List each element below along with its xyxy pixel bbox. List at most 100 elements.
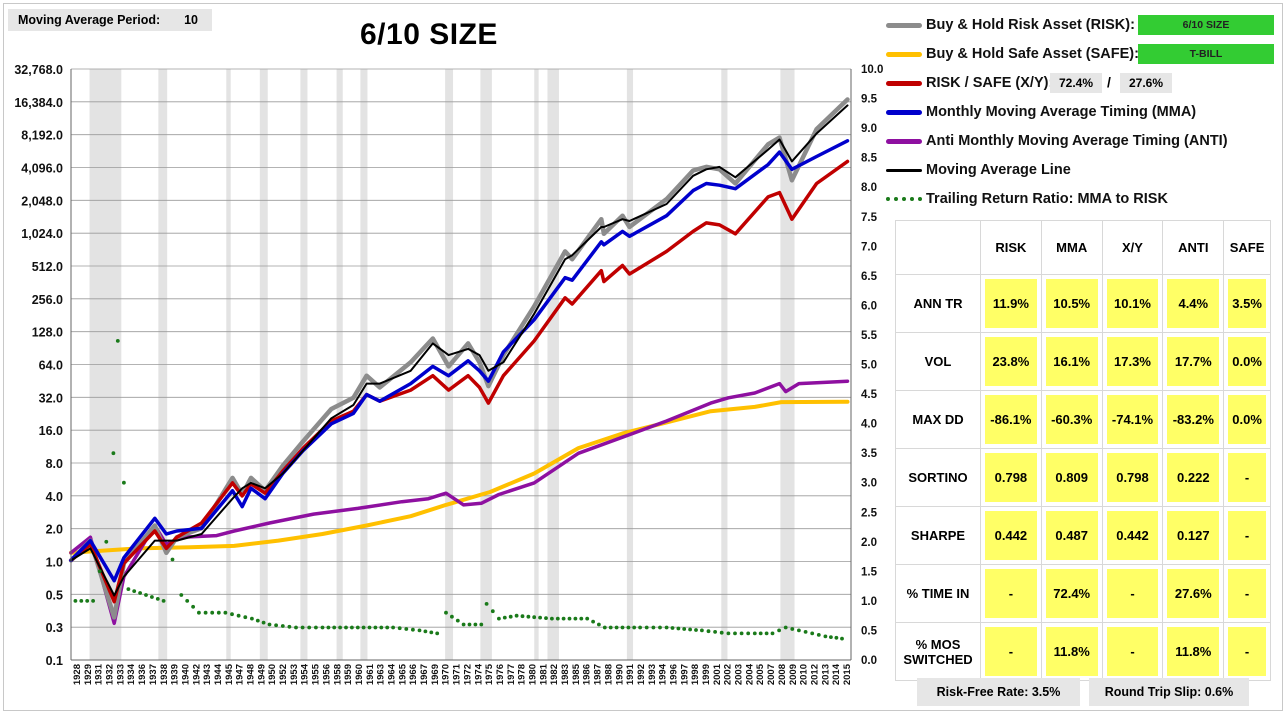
x-tick-label: 1982 <box>549 664 560 685</box>
x-tick-label: 1972 <box>462 664 473 685</box>
ratio-point <box>561 616 566 621</box>
y-right-tick-label: 6.0 <box>861 300 877 312</box>
ratio-point <box>91 599 95 603</box>
ratio-point <box>694 628 698 632</box>
x-tick-label: 1940 <box>180 664 191 685</box>
x-tick-label: 2005 <box>755 663 766 685</box>
ratio-point <box>79 599 84 603</box>
y-left-tick-label: 2.0 <box>46 523 63 537</box>
stats-header-corner <box>895 220 981 275</box>
ratio-point <box>614 625 619 630</box>
ratio-point <box>355 625 360 630</box>
x-tick-label: 2014 <box>831 663 842 685</box>
x-tick-label: 1934 <box>126 663 137 685</box>
ratio-point <box>287 624 292 629</box>
ratio-point <box>111 451 116 456</box>
x-tick-label: 1937 <box>148 664 159 685</box>
x-tick-label: 1950 <box>267 664 278 685</box>
x-tick-label: 1974 <box>473 663 484 685</box>
ratio-point <box>243 615 248 620</box>
x-tick-label: 1936 <box>137 664 148 685</box>
stat-cell: 0.127 <box>1167 511 1220 560</box>
ratio-point <box>682 627 687 631</box>
ratio-point <box>85 599 90 603</box>
ratio-point <box>104 539 109 544</box>
ratio-point <box>261 620 266 625</box>
ratio-point <box>670 626 675 630</box>
y-left-tick-label: 128.0 <box>32 326 63 340</box>
ratio-point <box>230 612 234 617</box>
ratio-point <box>579 616 584 621</box>
stat-cell: 0.798 <box>985 453 1037 502</box>
x-tick-label: 1994 <box>658 663 669 685</box>
ratio-point <box>467 622 472 627</box>
stat-cell: 0.487 <box>1045 511 1098 560</box>
x-tick-label: 2004 <box>744 663 755 685</box>
ratio-point <box>255 618 260 623</box>
y-right-tick-label: 3.5 <box>861 448 878 460</box>
legend-item-mma: Monthly Moving Average Timing (MMA) <box>886 101 1196 123</box>
x-tick-label: 1991 <box>625 663 636 685</box>
y-right-tick-label: 10.0 <box>861 64 883 76</box>
ratio-point <box>280 624 285 628</box>
x-tick-label: 1955 <box>311 663 322 685</box>
ratio-point <box>746 631 751 636</box>
ratio-point <box>223 610 228 615</box>
ratio-point <box>706 629 711 634</box>
x-tick-label: 1997 <box>679 664 690 685</box>
y-left-tick-label: 0.1 <box>46 654 63 668</box>
x-tick-label: 2007 <box>766 664 777 685</box>
stat-cell: 0.442 <box>985 511 1037 560</box>
legend-swatch-xy <box>886 80 922 86</box>
y-right-tick-label: 3.0 <box>861 478 877 490</box>
x-tick-label: 1976 <box>495 664 506 685</box>
row-label: % MOS SWITCHED <box>895 622 981 681</box>
stats-row-sortino: SORTINO 0.798 0.809 0.798 0.222 - <box>895 448 1271 507</box>
x-tick-label: 1983 <box>560 664 571 685</box>
stats-table: RISK MMA X/Y ANTI SAFE ANN TR 11.9% 10.5… <box>895 220 1271 681</box>
x-tick-label: 1992 <box>636 664 647 685</box>
xy-separator: / <box>1107 74 1111 90</box>
stat-cell: 72.4% <box>1045 569 1098 618</box>
stat-cell: 0.809 <box>1045 453 1098 502</box>
legend-swatch-ratio <box>886 197 922 201</box>
ratio-point <box>700 628 704 633</box>
row-label: % TIME IN <box>895 564 981 623</box>
legend-swatch-risk <box>886 22 922 28</box>
x-tick-label: 2009 <box>788 664 799 685</box>
ratio-point <box>473 622 478 627</box>
stat-cell: 27.6% <box>1167 569 1220 618</box>
y-pct-tag: 27.6% <box>1120 73 1172 93</box>
ratio-point <box>161 599 166 603</box>
y-left-tick-label: 2,048.0 <box>21 194 63 208</box>
ratio-point <box>777 628 781 633</box>
legend-label-ma-line: Moving Average Line <box>926 162 1071 178</box>
row-label: VOL <box>895 332 981 391</box>
stat-cell: 11.8% <box>1167 627 1220 676</box>
x-tick-label: 1993 <box>647 664 658 685</box>
ratio-point <box>688 627 692 632</box>
legend-label-risk: Buy & Hold Risk Asset (RISK): <box>926 17 1135 33</box>
y-left-tick-label: 64.0 <box>39 359 63 373</box>
ratio-point <box>834 635 839 640</box>
stat-cell: 10.5% <box>1045 279 1098 328</box>
ratio-point <box>170 557 175 562</box>
ratio-point <box>608 625 613 630</box>
x-tick-label: 1933 <box>115 664 126 685</box>
ratio-point <box>484 602 489 606</box>
x-tick-label: 2012 <box>809 664 820 685</box>
ratio-point <box>155 597 160 601</box>
legend-label-anti: Anti Monthly Moving Average Timing (ANTI… <box>926 133 1228 149</box>
ratio-point <box>236 613 241 618</box>
x-tick-label: 1953 <box>289 664 300 685</box>
y-left-tick-label: 4,096.0 <box>21 162 63 176</box>
y-left-tick-label: 512.0 <box>32 260 63 274</box>
stat-cell: - <box>1106 627 1159 676</box>
x-tick-label: 1931 <box>94 663 105 685</box>
stats-row-mos-switched: % MOS SWITCHED - 11.8% - 11.8% - <box>895 622 1271 681</box>
ratio-point <box>332 625 337 630</box>
x-tick-label: 2010 <box>799 664 810 685</box>
ratio-point <box>367 625 372 630</box>
ratio-point <box>544 616 548 620</box>
ratio-point <box>294 625 298 630</box>
